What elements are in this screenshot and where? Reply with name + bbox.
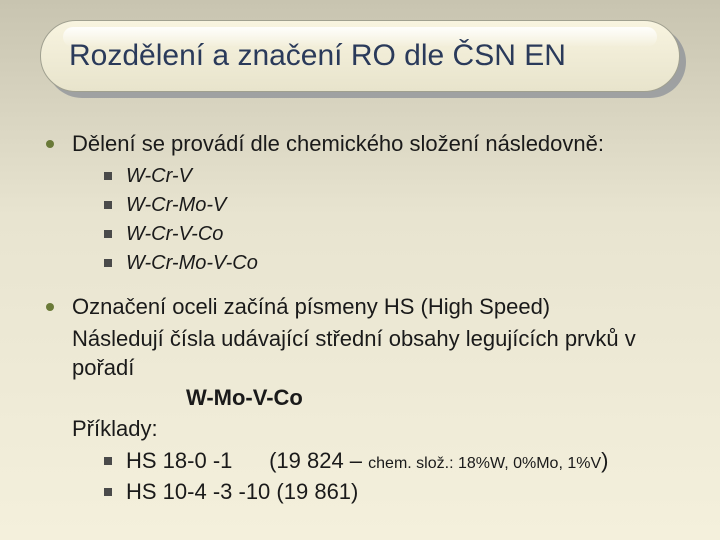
square-bullet-icon bbox=[104, 488, 112, 496]
example-text: HS 10-4 -3 -10 (19 861) bbox=[126, 477, 358, 507]
example-gap bbox=[232, 448, 269, 473]
example-paren-close: ) bbox=[601, 448, 608, 473]
bullet-dot-icon bbox=[46, 140, 54, 148]
slide-title: Rozdělení a značení RO dle ČSN EN bbox=[69, 39, 566, 73]
element-order: W-Mo-V-Co bbox=[46, 384, 674, 413]
square-bullet-icon bbox=[104, 201, 112, 209]
sub-item: W-Cr-Mo-V bbox=[104, 192, 674, 219]
title-area: Rozdělení a značení RO dle ČSN EN bbox=[0, 0, 720, 102]
square-bullet-icon bbox=[104, 259, 112, 267]
content-area: Dělení se provádí dle chemického složení… bbox=[0, 102, 720, 507]
square-bullet-icon bbox=[104, 457, 112, 465]
square-bullet-icon bbox=[104, 172, 112, 180]
example-code: HS 18-0 -1 bbox=[126, 448, 232, 473]
bullet-2-follow: Následují čísla udávající střední obsahy… bbox=[72, 325, 674, 382]
examples-label: Příklady: bbox=[72, 415, 674, 444]
sub-item-text: W-Cr-Mo-V-Co bbox=[126, 250, 258, 277]
bullet-2-text: Označení oceli začíná písmeny HS (High S… bbox=[72, 293, 550, 322]
examples-list: HS 18-0 -1 (19 824 – chem. slož.: 18%W, … bbox=[104, 446, 674, 507]
square-bullet-icon bbox=[104, 230, 112, 238]
bullet-1-text: Dělení se provádí dle chemického složení… bbox=[72, 130, 604, 159]
example-code: HS 10-4 -3 -10 bbox=[126, 479, 270, 504]
example-note: chem. slož.: 18%W, 0%Mo, 1%V bbox=[368, 455, 601, 472]
sub-item: W-Cr-Mo-V-Co bbox=[104, 250, 674, 277]
sub-item: W-Cr-V-Co bbox=[104, 221, 674, 248]
bullet-1: Dělení se provádí dle chemického složení… bbox=[46, 130, 674, 159]
example-paren: (19 824 – bbox=[269, 448, 368, 473]
title-box: Rozdělení a značení RO dle ČSN EN bbox=[40, 20, 680, 92]
bullet-1-sublist: W-Cr-V W-Cr-Mo-V W-Cr-V-Co W-Cr-Mo-V-Co bbox=[104, 163, 674, 277]
sub-item: W-Cr-V bbox=[104, 163, 674, 190]
example-paren: (19 861) bbox=[276, 479, 358, 504]
example-text: HS 18-0 -1 (19 824 – chem. slož.: 18%W, … bbox=[126, 446, 608, 476]
bullet-dot-icon bbox=[46, 303, 54, 311]
sub-item-text: W-Cr-V-Co bbox=[126, 221, 223, 248]
sub-item-text: W-Cr-Mo-V bbox=[126, 192, 226, 219]
bullet-2: Označení oceli začíná písmeny HS (High S… bbox=[46, 293, 674, 322]
title-pill: Rozdělení a značení RO dle ČSN EN bbox=[40, 20, 680, 92]
example-row: HS 18-0 -1 (19 824 – chem. slož.: 18%W, … bbox=[104, 446, 674, 476]
example-row: HS 10-4 -3 -10 (19 861) bbox=[104, 477, 674, 507]
sub-item-text: W-Cr-V bbox=[126, 163, 192, 190]
slide: Rozdělení a značení RO dle ČSN EN Dělení… bbox=[0, 0, 720, 540]
